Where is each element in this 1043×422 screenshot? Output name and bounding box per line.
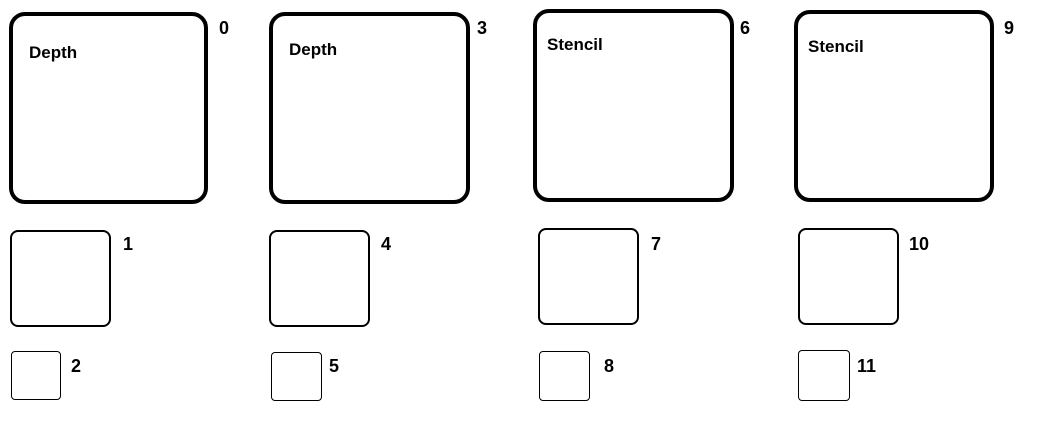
buffer-type-label: Stencil	[808, 37, 864, 56]
mip-level-box-6: Stencil	[533, 9, 734, 202]
index-label-6: 6	[740, 18, 751, 38]
buffer-type-label: Depth	[29, 43, 78, 62]
mip-level-box-2	[11, 351, 61, 400]
mip-level-box-5	[271, 352, 322, 401]
buffer-type-label: Stencil	[547, 35, 603, 54]
buffer-type-label: Depth	[289, 40, 338, 59]
index-label-8: 8	[604, 356, 615, 376]
mip-level-box-11	[798, 350, 850, 401]
index-label-10: 10	[909, 234, 930, 254]
index-label-1: 1	[123, 234, 134, 254]
mip-level-box-4	[269, 230, 370, 327]
mip-level-box-9: Stencil	[794, 10, 994, 202]
index-label-3: 3	[477, 18, 488, 38]
mip-level-box-7	[538, 228, 639, 325]
index-label-0: 0	[219, 18, 230, 38]
mip-level-box-0: Depth	[9, 12, 208, 204]
mip-level-box-8	[539, 351, 590, 401]
index-label-2: 2	[71, 356, 82, 376]
index-label-5: 5	[329, 356, 340, 376]
mip-level-box-1	[10, 230, 111, 327]
index-label-11: 11	[857, 356, 877, 376]
index-label-7: 7	[651, 234, 662, 254]
mip-level-box-10	[798, 228, 899, 325]
mip-level-box-3: Depth	[269, 12, 470, 204]
index-label-4: 4	[381, 234, 392, 254]
index-label-9: 9	[1004, 18, 1015, 38]
